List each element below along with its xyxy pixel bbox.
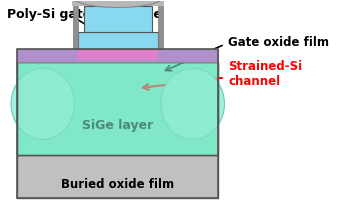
Bar	[78, 50, 158, 60]
Bar	[18, 49, 218, 198]
Bar	[18, 62, 218, 155]
Bar	[72, 6, 78, 49]
Bar	[84, 6, 152, 32]
Ellipse shape	[72, 0, 164, 8]
Ellipse shape	[161, 68, 224, 139]
Text: SiGe layer: SiGe layer	[82, 119, 153, 132]
Bar	[158, 6, 163, 49]
Bar	[72, 0, 164, 6]
Text: Poly-Si gate electrode: Poly-Si gate electrode	[7, 8, 162, 21]
Bar	[18, 62, 218, 155]
Bar	[78, 32, 158, 49]
Bar	[18, 155, 218, 198]
Bar	[18, 62, 218, 155]
Text: Gate oxide film: Gate oxide film	[228, 36, 329, 49]
Text: Strained-Si
channel: Strained-Si channel	[228, 60, 302, 88]
Text: Buried oxide film: Buried oxide film	[61, 178, 174, 191]
Ellipse shape	[11, 68, 75, 139]
Bar	[18, 49, 218, 62]
